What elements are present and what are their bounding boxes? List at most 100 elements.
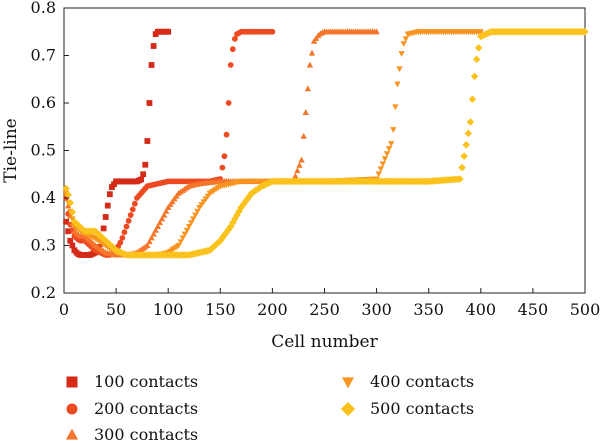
data-point xyxy=(208,244,216,253)
x-tick-label: 500 xyxy=(570,300,600,319)
data-point xyxy=(67,237,74,244)
data-point xyxy=(154,223,161,229)
data-point xyxy=(394,81,401,88)
data-point xyxy=(148,62,155,68)
data-point xyxy=(464,129,473,138)
data-point xyxy=(160,211,168,218)
data-point xyxy=(581,27,589,36)
x-tick-label: 200 xyxy=(257,300,288,319)
data-point xyxy=(221,153,228,160)
data-point xyxy=(456,175,464,183)
data-point xyxy=(190,216,197,223)
data-point xyxy=(65,228,72,235)
y-tick-label: 0.4 xyxy=(31,188,56,207)
data-point xyxy=(373,28,380,35)
y-tick-label: 0.6 xyxy=(31,93,56,112)
legend: 100 contacts 200 contacts 300 contacts 400 … xyxy=(65,372,474,443)
data-point xyxy=(296,162,303,168)
data-point xyxy=(381,156,389,163)
data-point xyxy=(308,49,316,56)
data-point xyxy=(402,36,409,43)
data-point xyxy=(140,171,147,178)
x-tick-label: 350 xyxy=(413,300,444,319)
y-tick-label: 0.7 xyxy=(31,46,56,65)
data-point xyxy=(379,161,387,168)
data-point xyxy=(470,72,479,81)
data-point xyxy=(150,230,157,237)
data-point xyxy=(231,35,238,42)
data-point xyxy=(292,172,299,179)
data-point xyxy=(306,61,314,68)
data-point xyxy=(129,206,136,213)
data-point xyxy=(269,28,276,35)
data-point xyxy=(192,212,199,219)
data-point xyxy=(223,131,230,138)
data-point xyxy=(225,100,232,106)
data-point xyxy=(375,171,382,178)
data-point xyxy=(152,226,159,233)
legend-marker xyxy=(341,377,355,389)
data-point xyxy=(101,236,110,245)
data-point xyxy=(387,141,395,147)
data-point xyxy=(194,208,201,215)
data-point xyxy=(175,243,182,249)
data-point xyxy=(138,176,145,183)
data-point xyxy=(300,132,307,139)
data-point xyxy=(231,215,239,223)
data-point xyxy=(477,29,484,36)
series-1 xyxy=(63,28,172,258)
legend-label: 500 contacts xyxy=(370,399,474,418)
data-point xyxy=(142,161,149,168)
data-point xyxy=(158,215,166,222)
x-tick-label: 100 xyxy=(153,300,184,319)
y-tick-label: 0.3 xyxy=(31,236,56,255)
data-point xyxy=(460,152,468,160)
y-tick-label: 0.5 xyxy=(31,141,56,160)
x-axis-title: Cell number xyxy=(271,332,378,352)
data-point xyxy=(187,220,195,227)
axes: 0 50 100 150 200 250 300 350 400 450 500 0.2 0.3 0.4 0… xyxy=(31,0,600,319)
data-point xyxy=(150,43,157,49)
legend-marker xyxy=(340,401,356,417)
data-point xyxy=(179,235,186,242)
legend-marker xyxy=(66,403,78,415)
legend-label: 200 contacts xyxy=(94,399,198,418)
series-layer xyxy=(62,27,589,259)
data-point xyxy=(117,239,124,246)
y-tick-label: 0.8 xyxy=(31,0,56,17)
data-point xyxy=(392,104,399,111)
legend-label: 100 contacts xyxy=(94,372,198,391)
data-point xyxy=(104,202,111,209)
y-tick-label: 0.2 xyxy=(31,283,56,302)
x-tick-label: 150 xyxy=(205,300,236,319)
data-point xyxy=(131,200,138,207)
data-point xyxy=(466,118,475,126)
data-point xyxy=(144,242,151,248)
data-point xyxy=(226,222,235,231)
data-point xyxy=(398,51,405,57)
data-point xyxy=(72,219,81,228)
data-point xyxy=(219,164,226,171)
x-tick-label: 0 xyxy=(59,300,69,319)
data-point xyxy=(298,156,305,163)
data-point xyxy=(383,151,391,158)
data-point xyxy=(146,238,153,245)
series-2 xyxy=(63,28,276,258)
data-point xyxy=(304,85,312,92)
legend-label: 300 contacts xyxy=(94,425,198,443)
data-point xyxy=(185,224,193,230)
data-point xyxy=(206,246,214,255)
data-point xyxy=(390,127,397,133)
data-point xyxy=(472,55,481,64)
series-3 xyxy=(62,28,380,258)
data-point xyxy=(181,231,189,238)
data-point xyxy=(62,184,70,193)
data-point xyxy=(162,207,170,214)
data-point xyxy=(68,208,77,217)
data-point xyxy=(474,44,483,52)
x-tick-label: 300 xyxy=(361,300,392,319)
legend-marker xyxy=(65,428,79,440)
data-point xyxy=(183,227,191,234)
data-point xyxy=(125,217,132,224)
